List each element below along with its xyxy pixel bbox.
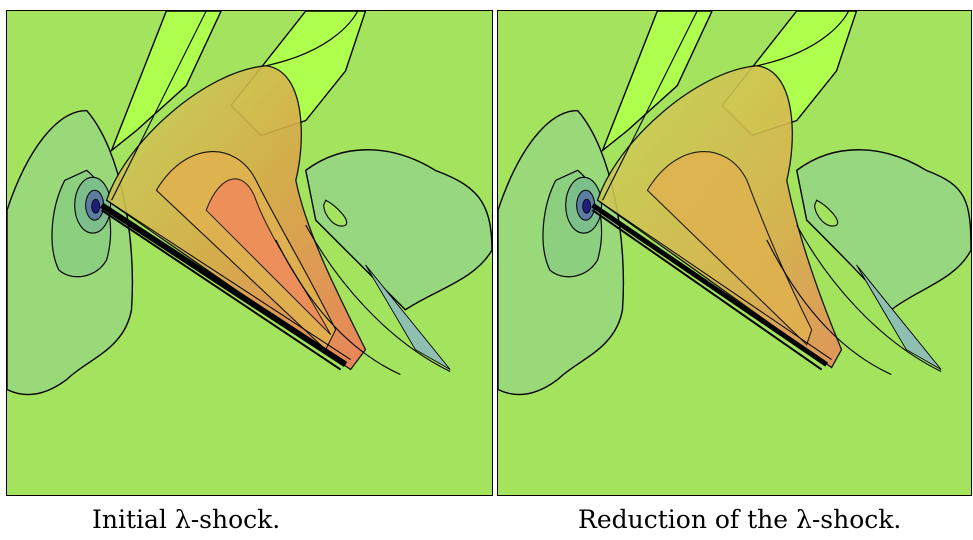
- caption-reduced: Reduction of the λ-shock.: [578, 505, 902, 534]
- contour-plot-reduced-svg: [498, 11, 971, 396]
- contour-plot-initial: [6, 10, 493, 496]
- contour-plot-initial-svg: [7, 11, 492, 396]
- caption-initial: Initial λ-shock.: [92, 505, 281, 534]
- contour-plot-reduced: [497, 10, 972, 496]
